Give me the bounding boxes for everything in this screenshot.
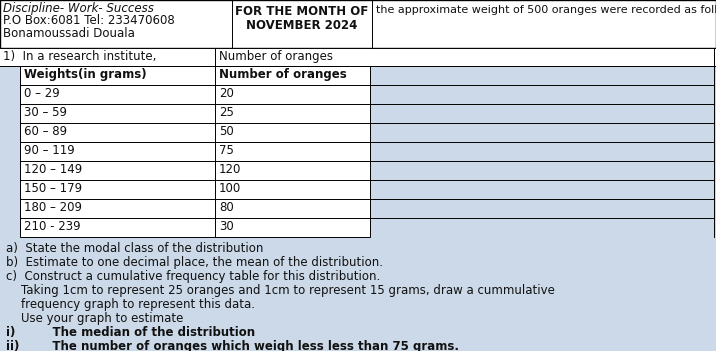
- Text: Discipline- Work- Success: Discipline- Work- Success: [3, 2, 154, 15]
- Text: 120: 120: [219, 163, 241, 176]
- Bar: [0, 0, 716, 48]
- Text: Number of oranges: Number of oranges: [219, 50, 333, 63]
- Text: 150 – 179: 150 – 179: [24, 182, 82, 195]
- Text: Number of oranges: Number of oranges: [219, 68, 347, 81]
- Text: 60 – 89: 60 – 89: [24, 125, 67, 138]
- Text: i)         The median of the distribution: i) The median of the distribution: [6, 326, 255, 339]
- Text: 30: 30: [219, 220, 233, 233]
- Text: 180 – 209: 180 – 209: [24, 201, 82, 214]
- Text: the approximate weight of 500 oranges were recorded as follows;: the approximate weight of 500 oranges we…: [376, 5, 716, 15]
- Bar: [20, 66, 370, 237]
- Text: a)  State the modal class of the distribution: a) State the modal class of the distribu…: [6, 242, 263, 255]
- Text: Taking 1cm to represent 25 oranges and 1cm to represent 15 grams, draw a cummula: Taking 1cm to represent 25 oranges and 1…: [6, 284, 555, 297]
- Text: b)  Estimate to one decimal place, the mean of the distribution.: b) Estimate to one decimal place, the me…: [6, 256, 383, 269]
- Text: 25: 25: [219, 106, 234, 119]
- Text: c)  Construct a cumulative frequency table for this distribution.: c) Construct a cumulative frequency tabl…: [6, 270, 380, 283]
- Text: 20: 20: [219, 87, 234, 100]
- Text: 30 – 59: 30 – 59: [24, 106, 67, 119]
- Text: 50: 50: [219, 125, 233, 138]
- Text: FOR THE MONTH OF: FOR THE MONTH OF: [236, 5, 369, 18]
- Text: Bonamoussadi Douala: Bonamoussadi Douala: [3, 27, 135, 40]
- Text: ii)        The number of oranges which weigh less less than 75 grams.: ii) The number of oranges which weigh le…: [6, 340, 459, 351]
- Text: 0 – 29: 0 – 29: [24, 87, 59, 100]
- Text: 80: 80: [219, 201, 233, 214]
- Text: Use your graph to estimate: Use your graph to estimate: [6, 312, 183, 325]
- Text: 210 - 239: 210 - 239: [24, 220, 81, 233]
- Text: 75: 75: [219, 144, 234, 157]
- Text: 120 – 149: 120 – 149: [24, 163, 82, 176]
- Text: frequency graph to represent this data.: frequency graph to represent this data.: [6, 298, 255, 311]
- Text: P.O Box:6081 Tel: 233470608: P.O Box:6081 Tel: 233470608: [3, 14, 175, 27]
- Text: Weights(in grams): Weights(in grams): [24, 68, 147, 81]
- Bar: [0, 48, 716, 66]
- Text: 100: 100: [219, 182, 241, 195]
- Text: 1)  In a research institute,: 1) In a research institute,: [3, 50, 156, 63]
- Text: 90 – 119: 90 – 119: [24, 144, 74, 157]
- Text: NOVEMBER 2024: NOVEMBER 2024: [246, 19, 358, 32]
